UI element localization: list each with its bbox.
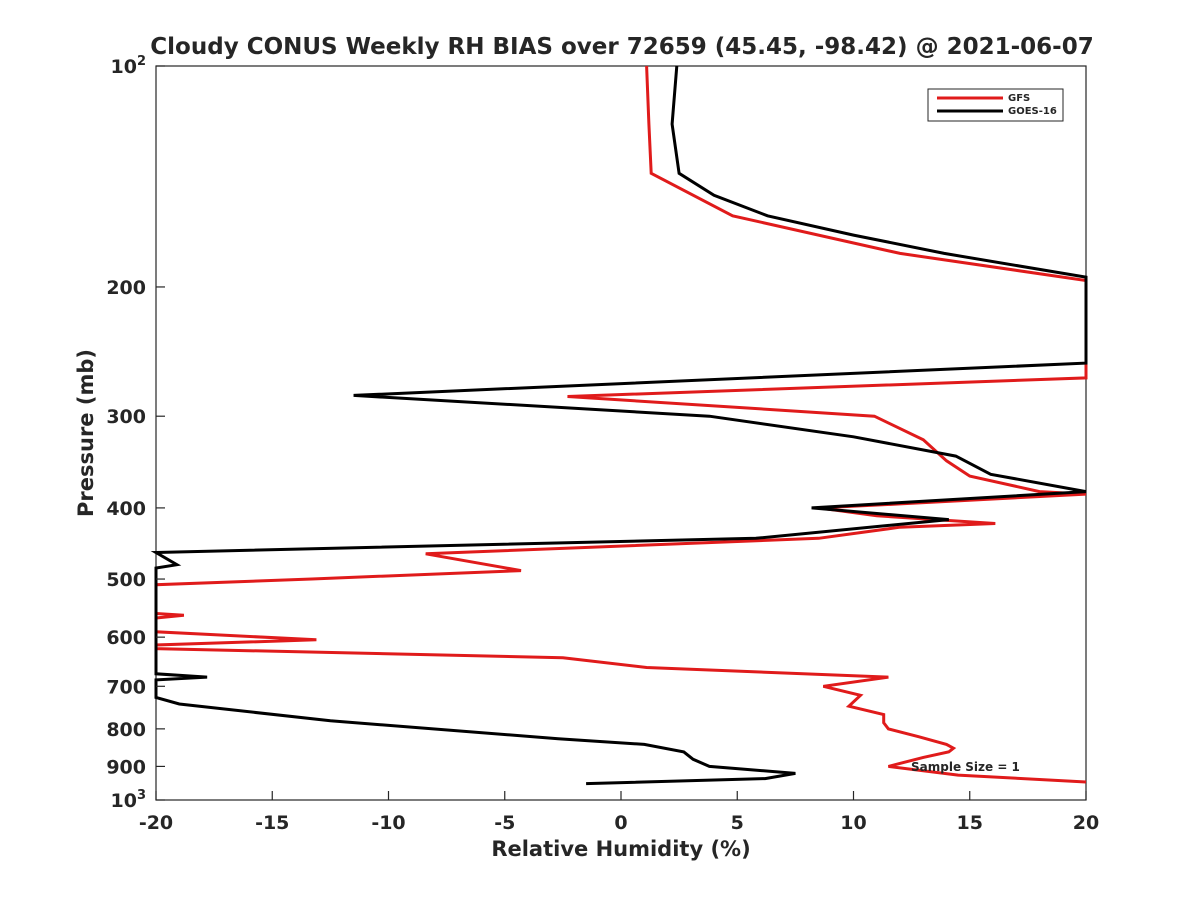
x-tick-label: 10 <box>840 812 866 834</box>
legend-label-gfs: GFS <box>1008 93 1030 104</box>
y-tick-label: 700 <box>106 676 146 698</box>
x-tick-label: -20 <box>139 812 173 834</box>
series-line-goes-16 <box>150 65 1088 786</box>
x-tick-label: 0 <box>614 812 627 834</box>
y-tick-label: 102 <box>111 54 147 78</box>
y-tick-label: 800 <box>106 719 146 741</box>
x-tick-label: -10 <box>371 812 405 834</box>
legend: GFS GOES-16 <box>927 88 1064 122</box>
y-tick-label: 500 <box>106 569 146 591</box>
x-tick-label: 5 <box>731 812 744 834</box>
series-lines <box>150 65 1088 786</box>
y-tick-label: 103 <box>111 788 147 812</box>
x-tick-label: -15 <box>255 812 289 834</box>
plot-area <box>155 65 1087 801</box>
y-tick-label: 600 <box>106 627 146 649</box>
x-tick-label: 15 <box>957 812 983 834</box>
legend-box <box>927 88 1064 122</box>
chart-title: Cloudy CONUS Weekly RH BIAS over 72659 (… <box>150 34 1093 60</box>
sample-size-annotation: Sample Size = 1 <box>911 760 1020 774</box>
x-axis: -20 -15 -10 -5 0 5 10 15 20 <box>139 791 1099 834</box>
x-axis-label: Relative Humidity (%) <box>491 837 750 861</box>
y-tick-label: 900 <box>106 756 146 778</box>
y-axis: 102 200 300 400 500 600 700 800 900 103 <box>106 54 165 812</box>
y-tick-label: 200 <box>106 277 146 299</box>
legend-label-goes-16: GOES-16 <box>1008 106 1057 117</box>
y-tick-label: 300 <box>106 406 146 428</box>
x-tick-label: -5 <box>494 812 515 834</box>
x-tick-label: 20 <box>1073 812 1099 834</box>
y-axis-label: Pressure (mb) <box>74 349 98 517</box>
y-tick-label: 400 <box>106 498 146 520</box>
